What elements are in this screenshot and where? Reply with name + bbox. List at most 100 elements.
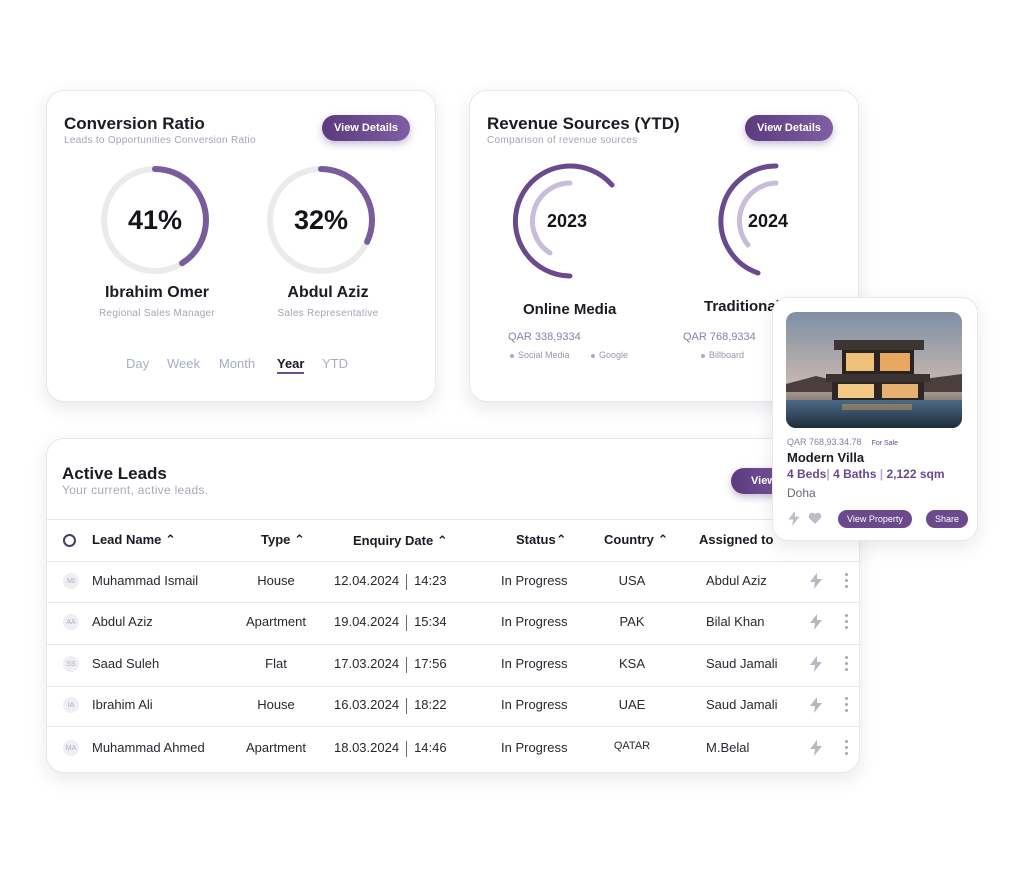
avatar: AA [63,614,79,630]
lead-type: Flat [265,656,287,671]
lead-name: Ibrahim Ali [92,697,153,712]
legend-google: Google [591,350,628,360]
column-header-type[interactable]: Type ⌃ [261,532,305,547]
sort-up-icon: ⌃ [657,532,669,547]
legend-dot [591,353,595,358]
lead-assigned-to: Abdul Aziz [706,573,767,588]
property-location: Doha [787,486,816,500]
avatar: SS [63,656,79,672]
person-role: Regional Sales Manager [98,308,216,319]
lead-name: Saad Suleh [92,656,160,671]
avatar: IA [63,697,79,713]
kebab-menu-icon[interactable] [845,614,849,630]
lead-country: PAK [619,614,645,629]
conversion-view-details-button[interactable]: View Details [322,115,410,141]
lead-type: Apartment [246,614,306,629]
revenue-source-name: Traditional [704,298,780,315]
revenue-source-name: Online Media [523,301,617,318]
bolt-icon[interactable] [810,697,822,713]
sort-up-icon: ⌃ [294,532,305,547]
heart-icon[interactable] [808,512,822,525]
revenue-view-details-button[interactable]: View Details [745,115,833,141]
table-header-divider [46,519,860,520]
legend-billboard: Billboard [701,350,744,360]
bolt-icon[interactable] [810,573,822,589]
lead-enquiry-date: 16.03.2024 18:22 [334,697,447,714]
conversion-value: 32% [293,204,349,235]
revenue-source-amount: QAR 768,9334 [683,331,756,343]
legend-dot [701,353,705,358]
bolt-icon[interactable] [810,740,822,756]
revenue-sources-title: Revenue Sources (YTD) [487,114,680,133]
kebab-menu-icon[interactable] [845,656,849,672]
lead-enquiry-date: 12.04.2024 14:23 [334,573,447,590]
column-header-status[interactable]: Status⌃ [516,532,567,547]
sort-up-icon: ⌃ [436,533,448,548]
avatar: MA [63,740,79,756]
conversion-value: 41% [127,204,183,235]
revenue-source-amount: QAR 338,9334 [508,331,581,343]
kebab-menu-icon[interactable] [845,573,849,589]
table-divider [46,602,860,603]
for-sale-badge: For Sale [871,440,899,447]
column-header-country[interactable]: Country ⌃ [604,532,669,547]
kebab-menu-icon[interactable] [845,697,849,713]
active-leads-card [46,438,860,773]
legend-social-media: Social Media [510,350,570,360]
lead-name: Muhammad Ismail [92,573,199,588]
bolt-icon[interactable] [810,614,822,630]
table-divider [46,644,860,645]
bolt-icon[interactable] [788,511,800,526]
lead-country: QATAR [613,740,651,752]
lead-status: In Progress [501,573,568,588]
lead-status: In Progress [501,740,568,755]
table-divider [46,726,860,727]
revenue-arc-2023 [512,163,615,279]
tab-year[interactable]: Year [277,356,305,374]
lead-enquiry-date: 18.03.2024 14:46 [334,740,447,757]
kebab-menu-icon[interactable] [845,740,849,756]
lead-enquiry-date: 17.03.2024 17:56 [334,656,447,673]
lead-country: KSA [618,656,645,671]
conversion-ratio-title: Conversion Ratio [64,114,205,133]
lead-name: Muhammad Ahmed [92,740,205,755]
active-leads-title: Active Leads [62,464,167,483]
table-divider [46,561,860,562]
property-price: QAR 768,93.34.78 For Sale [787,437,899,447]
lead-type: Apartment [246,740,306,755]
lead-country: UAE [618,697,646,712]
person-name: Ibrahim Omer [104,284,210,301]
lead-assigned-to: M.Belal [706,740,750,755]
lead-status: In Progress [501,697,568,712]
lead-assigned-to: Bilal Khan [706,614,765,629]
tab-week[interactable]: Week [167,356,200,371]
property-name: Modern Villa [787,450,865,465]
revenue-sources-subtitle: Comparison of revenue sources [487,135,638,146]
legend-dot [510,353,514,358]
property-image [786,312,962,428]
share-button[interactable]: Share [926,510,969,528]
view-property-button[interactable]: View Property [838,510,912,528]
sort-up-icon: ⌃ [165,532,176,547]
column-header-enquiry-date[interactable]: Enquiry Date ⌃ [353,533,448,548]
property-specs: 4 Beds| 4 Baths | 2,122 sqm [787,467,945,481]
lead-enquiry-date: 19.04.2024 15:34 [334,614,447,631]
lead-name: Abdul Aziz [92,614,153,629]
column-header-lead-name[interactable]: Lead Name ⌃ [92,532,176,547]
revenue-year-label: 2024 [748,211,789,231]
bolt-icon[interactable] [810,656,822,672]
tab-month[interactable]: Month [219,356,256,371]
conversion-ring-abdul: 32% [265,164,377,276]
conversion-ratio-subtitle: Leads to Opportunities Conversion Ratio [64,135,256,146]
revenue-year-label: 2023 [547,211,588,231]
lead-type: House [257,697,295,712]
lead-assigned-to: Saud Jamali [706,656,778,671]
select-all-icon[interactable] [63,534,76,547]
lead-status: In Progress [501,656,568,671]
avatar: MI [63,573,79,589]
lead-type: House [257,573,295,588]
person-name: Abdul Aziz [287,284,369,301]
tab-ytd[interactable]: YTD [322,356,348,371]
tab-day[interactable]: Day [126,356,150,371]
revenue-arc-2024 [718,163,779,276]
